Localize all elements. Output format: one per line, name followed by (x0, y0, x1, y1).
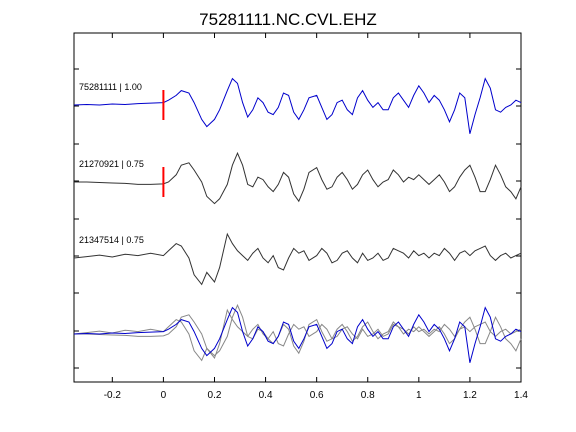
chart-title: 75281111.NC.CVL.EHZ (199, 10, 377, 29)
trace-label: 75281111 | 1.00 (79, 82, 142, 92)
x-tick-label: 0 (161, 390, 167, 401)
x-tick-label: 0.2 (208, 390, 222, 401)
trace-secondary-2 (73, 232, 522, 286)
x-tick-label: 0.4 (259, 390, 273, 401)
overlay-trace-secondary-2 (73, 308, 522, 362)
trace-labels: 75281111 | 1.00 21270921 | 0.75 21347514 |… (79, 82, 144, 245)
plot-frame (73, 32, 522, 383)
x-axis: -0.2 0 0.2 0.4 0.6 0.8 1 1.2 1.4 (104, 33, 528, 401)
x-tick-label: 0.6 (310, 390, 324, 401)
x-tick-label: -0.2 (104, 390, 122, 401)
overlay-traces (73, 303, 522, 363)
x-tick-label: 1.4 (514, 390, 528, 401)
trace-primary (73, 77, 522, 134)
overlay-trace-primary (73, 306, 522, 363)
trace-secondary-1 (74, 151, 522, 205)
x-tick-label: 0.8 (361, 390, 375, 401)
y-axis-ticks (74, 68, 521, 369)
trace-label: 21347514 | 0.75 (79, 235, 144, 245)
seismogram-traces (73, 77, 522, 286)
x-tick-label: 1.2 (463, 390, 477, 401)
trace-label: 21270921 | 0.75 (79, 159, 144, 169)
x-tick-label: 1 (416, 390, 422, 401)
